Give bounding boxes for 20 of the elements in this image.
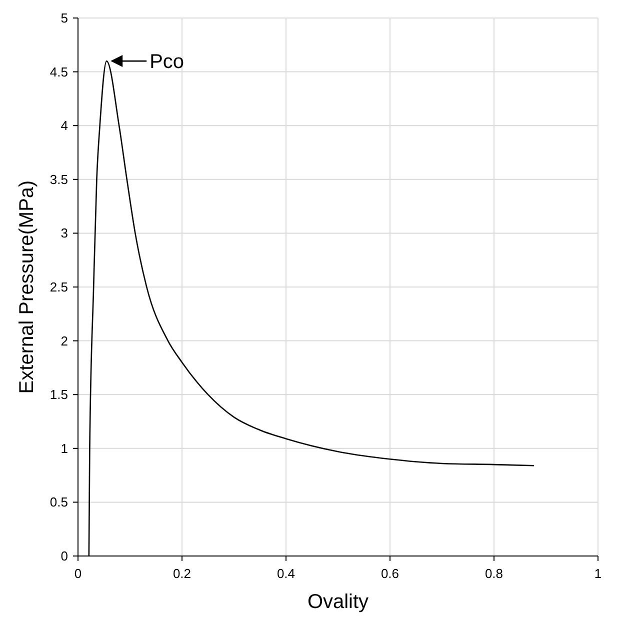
y-tick-label: 2 xyxy=(60,333,68,348)
y-tick-label: 0 xyxy=(60,548,68,564)
y-tick-label: 2.5 xyxy=(50,280,68,294)
y-tick-label: 1.5 xyxy=(50,387,68,402)
x-tick-label: 0.6 xyxy=(380,566,400,581)
y-tick-label: 4.5 xyxy=(50,64,68,80)
annotation: Pco xyxy=(150,51,184,74)
y-tick-label: 0.5 xyxy=(50,494,68,510)
y-tick-label: 3 xyxy=(60,226,68,241)
y-tick-label: 5 xyxy=(60,10,68,26)
x-tick-label: 0.8 xyxy=(484,566,504,581)
x-tick-label: 0.4 xyxy=(276,566,296,581)
y-tick-label: 4 xyxy=(60,118,68,134)
y-tick-label: 1 xyxy=(60,440,68,456)
x-tick-label: 0 xyxy=(74,566,82,581)
x-tick-label: 1 xyxy=(594,566,602,581)
y-tick-label: 3.5 xyxy=(50,172,68,187)
x-axis-title: Ovality xyxy=(307,591,369,613)
x-tick-label: 0.2 xyxy=(172,566,192,581)
y-axis-title: External Pressure(MPa) xyxy=(16,180,38,394)
